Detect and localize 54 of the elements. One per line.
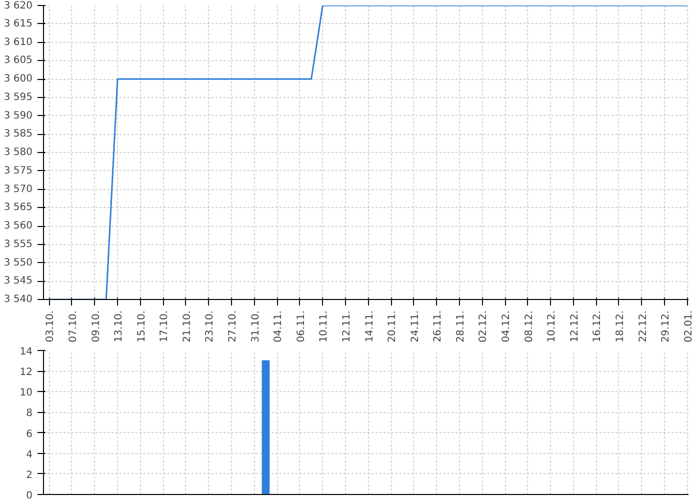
y-tick-label: 3 555 — [4, 238, 33, 250]
x-tick-label: 17.10. — [159, 310, 170, 342]
y-tick-label: 2 — [26, 470, 33, 481]
x-tick-label: 29.12. — [660, 310, 672, 342]
x-tick-label: 08.12. — [524, 310, 535, 342]
y-tick-label: 3 575 — [4, 165, 33, 176]
x-tick-label: 04.11. — [273, 310, 284, 342]
x-tick-label: 07.10. — [68, 310, 79, 342]
y-tick-label: 3 600 — [4, 74, 33, 84]
x-tick-label: 22.12. — [638, 310, 649, 342]
x-tick-label: 20.11. — [387, 310, 398, 342]
y-tick-label: 3 570 — [4, 184, 33, 195]
x-tick-label: 27.10. — [228, 310, 239, 342]
y-tick-label: 3 615 — [4, 18, 33, 30]
x-tick-label: 12.11. — [341, 310, 352, 342]
y-tick-label: 14 — [20, 346, 33, 358]
x-tick-label: 28.11. — [455, 310, 466, 342]
x-tick-label: 15.10. — [136, 310, 148, 342]
y-tick-label: 3 590 — [4, 110, 33, 122]
y-tick-label: 3 545 — [4, 276, 33, 287]
x-tick-label: 12.12. — [569, 310, 580, 342]
y-tick-label: 3 605 — [4, 55, 33, 66]
x-tick-label: 26.11. — [432, 310, 444, 342]
y-tick-label: 3 560 — [4, 220, 33, 232]
y-tick-label: 3 585 — [4, 128, 33, 140]
x-tick-label: 04.12. — [501, 310, 512, 342]
y-tick-label: 3 620 — [4, 0, 33, 12]
y-tick-label: 3 565 — [4, 202, 33, 214]
x-tick-label: 03.10. — [45, 310, 56, 342]
y-tick-label: 3 540 — [4, 294, 33, 305]
x-tick-label: 14.11. — [364, 310, 376, 342]
y-tick-label: 3 550 — [4, 257, 33, 268]
y-tick-label: 3 595 — [4, 92, 33, 103]
y-tick-label: 10 — [20, 388, 33, 399]
x-tick-label: 31.10. — [250, 310, 262, 342]
x-tick-label: 06.11. — [296, 310, 307, 342]
x-tick-label: 02.01. — [683, 310, 694, 342]
x-tick-label: 18.12. — [614, 310, 626, 342]
y-tick-label: 6 — [26, 428, 33, 440]
x-tick-label: 10.12. — [546, 310, 558, 342]
y-tick-label: 0 — [26, 490, 33, 500]
x-tick-label: 23.10. — [204, 310, 216, 342]
y-tick-label: 3 610 — [4, 36, 33, 48]
x-tick-label: 10.11. — [318, 310, 330, 342]
y-tick-label: 3 580 — [4, 147, 33, 158]
x-tick-label: 24.11. — [410, 310, 421, 342]
y-tick-label: 8 — [26, 408, 33, 420]
x-tick-label: 02.12. — [478, 310, 490, 342]
y-tick-label: 12 — [20, 367, 33, 378]
y-tick-label: 4 — [26, 449, 33, 460]
x-tick-label: 21.10. — [182, 310, 193, 342]
x-tick-label: 09.10. — [90, 310, 102, 342]
x-tick-label: 13.10. — [114, 310, 125, 342]
x-tick-label: 16.12. — [592, 310, 604, 342]
